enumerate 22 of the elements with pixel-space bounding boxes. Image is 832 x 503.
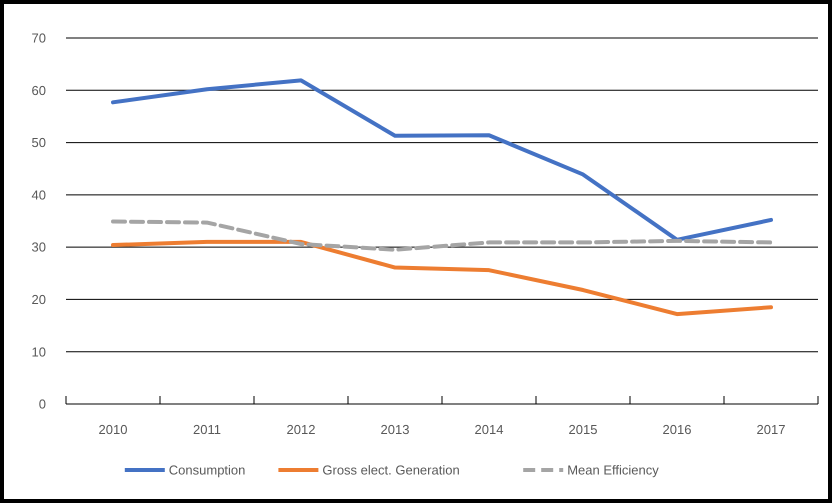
x-tick-label: 2014: [474, 422, 504, 437]
line-series: [111, 240, 773, 316]
y-tick-label: 60: [32, 82, 46, 98]
y-tick-label: 20: [32, 292, 46, 307]
y-tick-label: 40: [32, 187, 46, 202]
y-tick-label: 10: [32, 344, 46, 360]
legend-label: Consumption: [168, 462, 246, 478]
x-tick-label: 2012: [286, 422, 316, 437]
x-tick-label: 2011: [193, 422, 221, 437]
y-tick-label: 70: [32, 30, 46, 46]
y-tick-label: 50: [32, 135, 46, 150]
x-tick-label: 2010: [98, 422, 128, 437]
line-series: [111, 78, 773, 242]
x-tick-label: 2015: [568, 422, 598, 437]
y-tick-label: 30: [32, 240, 46, 255]
legend-label: Mean Efficiency: [567, 462, 660, 478]
x-tick-label: 2017: [756, 422, 786, 437]
legend-label: Gross elect. Generation: [322, 462, 460, 478]
y-tick-label: 0: [38, 396, 46, 412]
x-tick-label: 2016: [662, 422, 692, 437]
line-series: [111, 220, 773, 252]
x-tick-label: 2013: [380, 422, 410, 437]
